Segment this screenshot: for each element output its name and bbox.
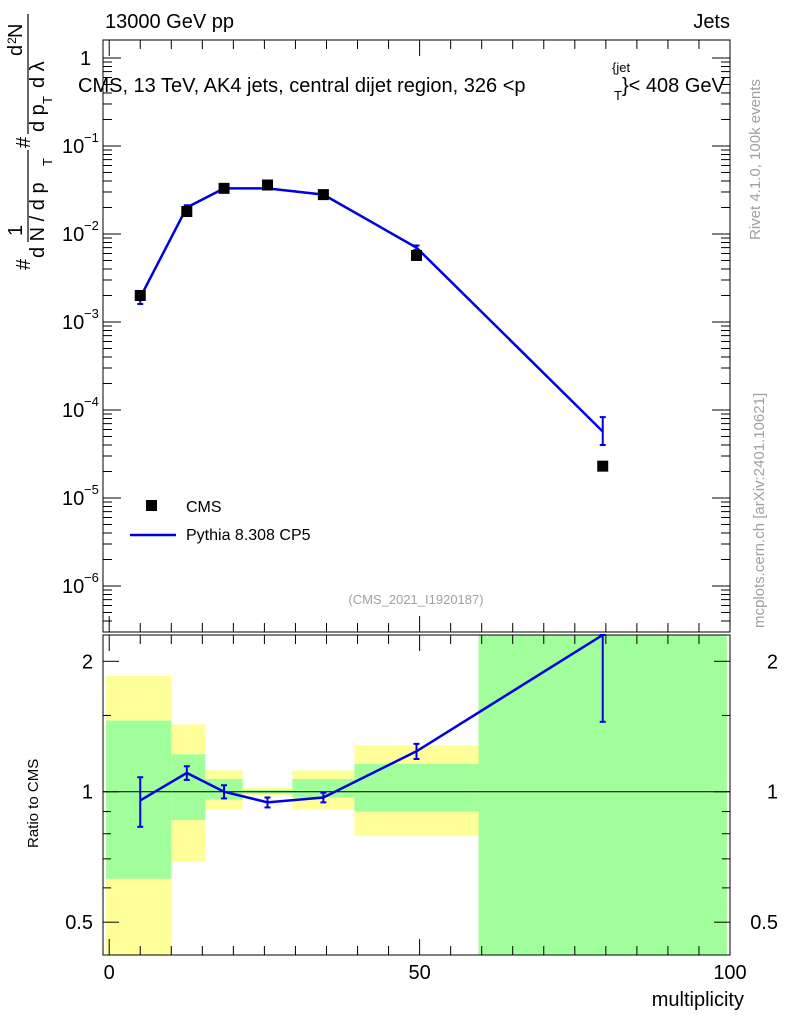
x-axis-label: multiplicity [652,989,744,1011]
cms-point-6 [597,460,609,472]
legend-cms-marker [146,500,157,511]
plot-title: CMS, 13 TeV, AK4 jets, central dijet reg… [78,60,726,103]
ylabel-hash-1: # [13,258,35,270]
ylabel-diff: d p [27,104,49,132]
ratio-ytick-label-right-0: 0.5 [750,912,778,934]
ylabel-diff-sub: T [40,96,55,104]
main-ytick-label-1: 10 [62,136,84,158]
cms-point-2 [218,182,230,194]
ratio-ytick-label-left-1: 1 [82,782,93,804]
band-inner-4 [292,779,355,798]
main-ytick-exp-2: −2 [84,218,99,233]
main-ytick-exp-6: −6 [84,570,99,585]
band-inner-0 [106,720,172,879]
main-ytick-exp-5: −5 [84,482,99,497]
ratio-axes: 0.5 0.5 1 1 2 2 0 50 100 [65,634,778,984]
main-ytick-label-5: 10 [62,488,84,510]
collision-label: 13000 GeV pp [105,11,234,33]
main-ytick-label-2: 10 [62,224,84,246]
x-tick-label-0: 0 [104,962,115,984]
analysis-id-label: (CMS_2021_I1920187) [348,592,483,607]
ratio-ytick-label-left-0: 0.5 [65,912,93,934]
ylabel-denominator-sub: T [40,158,55,166]
ylabel-hash-2: # [13,136,35,148]
band-inner-1 [171,754,206,821]
pythia-line [139,187,604,433]
ratio-data-marks [137,633,606,828]
cms-point-0 [134,289,146,301]
ylabel-dlambda: d λ [27,61,49,88]
ylabel-denominator: d N / d p [27,182,49,258]
cms-point-3 [262,179,274,191]
x-tick-label-2: 100 [713,962,746,984]
cms-point-4 [317,189,329,201]
x-tick-label-1: 50 [408,962,430,984]
ratio-ylabel: Ratio to CMS [25,759,42,848]
main-ytick-exp-3: −3 [84,306,99,321]
cms-point-5 [411,249,422,261]
main-ytick-label-0: 1 [80,48,91,70]
ratio-frame [102,634,731,956]
ratio-ytick-label-left-2: 2 [82,651,93,673]
band-inner-5 [354,763,479,812]
ratio-uncertainty-bands [106,635,727,955]
plot-title-superscript: {jet [612,60,630,75]
main-ytick-exp-4: −4 [84,394,99,409]
plot-title-main: CMS, 13 TeV, AK4 jets, central dijet reg… [78,75,526,97]
main-ytick-label-4: 10 [62,400,84,422]
main-ytick-label-3: 10 [62,312,84,334]
ylabel-numerator-n: N [5,24,27,38]
ratio-ytick-label-right-1: 1 [767,782,778,804]
plot-title-subscript: T [614,88,622,103]
main-ytick-exp-1: −1 [84,130,99,145]
process-label: Jets [693,11,730,33]
main-data-marks [134,179,609,472]
ylabel-numerator-exp: 2 [5,37,19,44]
main-axes: 110−110−210−310−410−510−6 [62,39,731,633]
rivet-version-label: Rivet 4.1.0, 100k events [747,79,764,240]
legend-pythia-label: Pythia 8.308 CP5 [186,527,311,544]
ylabel-numerator: d [5,45,27,56]
ratio-ytick-label-right-2: 2 [767,651,778,673]
main-ytick-label-6: 10 [62,576,84,598]
legend: CMS Pythia 8.308 CP5 [130,499,311,544]
plot-title-end: }< 408 GeV [622,75,726,97]
cms-point-1 [181,206,193,218]
main-ylabel: # 1 d N / d p T # d 2 N d p T d λ [5,14,55,270]
legend-cms-label: CMS [186,499,222,516]
ylabel-one: 1 [5,225,27,236]
mcplots-label: mcplots.cern.ch [arXiv:2401.10621] [751,393,768,628]
